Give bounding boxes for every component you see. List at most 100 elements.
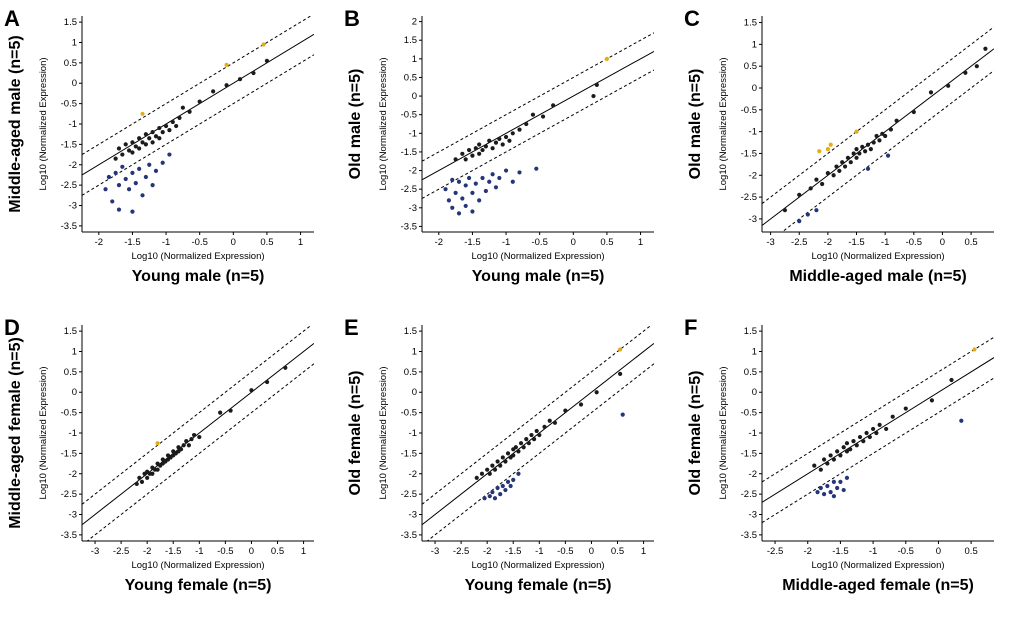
data-point-unchanged: [137, 136, 142, 141]
x-tick-label: -1: [502, 237, 510, 248]
y-tick-label: -2: [749, 170, 757, 181]
data-point-unchanged: [498, 463, 503, 468]
data-point-down: [498, 492, 503, 497]
x-group-label: Middle-aged female (n=5): [782, 577, 974, 594]
data-point-unchanged: [857, 151, 862, 156]
data-point-unchanged: [974, 64, 979, 69]
y-tick-label: 1.5: [404, 35, 417, 46]
data-point-unchanged: [181, 443, 186, 448]
data-point-down: [505, 479, 511, 485]
data-point-unchanged: [845, 155, 851, 160]
data-point-down: [120, 164, 125, 169]
data-point-unchanged: [513, 445, 518, 450]
data-point-unchanged: [844, 441, 850, 446]
panel-D: D -3 -2.5 -2 -1.5 -1 -0.5 0 0.5 1 1.5 1 0.5 0 -0.5 -1 -1…: [0, 309, 340, 615]
data-point-unchanged: [928, 90, 934, 95]
panel-E: E -3 -2.5 -2 -1.5 -1 -0.5 0 0.5 1 1.5 1 0.5 0 -0.5 -1 -1…: [340, 309, 680, 615]
y-tick-label: 1.5: [64, 326, 77, 337]
x-group-label: Young female (n=5): [465, 577, 612, 594]
y-tick-label: 0.5: [744, 61, 757, 72]
data-point-unchanged: [831, 173, 836, 178]
y-tick-label: 1: [412, 346, 417, 357]
y-axis-title: Log10 (Normalized Expression): [718, 57, 729, 190]
data-point-unchanged: [591, 93, 596, 99]
data-point-unchanged: [160, 130, 165, 135]
upper-bound-line: [82, 16, 312, 155]
data-point-down: [453, 190, 458, 195]
x-tick-label: 0: [589, 546, 594, 557]
x-tick-label: -1.5: [124, 237, 140, 248]
x-group-label: Middle-aged male (n=5): [789, 268, 966, 285]
y-axis-title: Log10 (Normalized Expression): [378, 366, 389, 499]
y-tick-label: -2.5: [61, 180, 77, 191]
data-point-unchanged: [187, 109, 192, 114]
data-point-down: [116, 183, 122, 188]
data-point-unchanged: [821, 457, 827, 462]
data-point-unchanged: [888, 127, 893, 132]
data-point-unchanged: [503, 459, 508, 464]
y-tick-label: 1: [72, 346, 77, 357]
identity-line: [762, 357, 994, 503]
data-point-unchanged: [174, 123, 179, 129]
panel-letter: C: [684, 6, 700, 31]
y-tick-label: -1: [409, 128, 417, 139]
data-point-down: [487, 179, 492, 184]
x-group-label: Young male (n=5): [472, 268, 605, 285]
x-axis-title: Log10 (Normalized Expression): [131, 251, 264, 262]
data-point-unchanged: [890, 414, 895, 419]
identity-line: [82, 342, 314, 526]
panel-letter: E: [344, 315, 359, 340]
y-tick-label: 0: [72, 387, 77, 398]
data-point-down: [487, 494, 492, 499]
scatter-plot-E: E -3 -2.5 -2 -1.5 -1 -0.5 0 0.5 1 1.5 1 0.5 0 -0.5 -1 -1…: [344, 315, 654, 594]
upper-bound-line: [762, 26, 994, 205]
lower-bound-line: [762, 377, 994, 524]
data-point-unchanged: [903, 406, 908, 411]
x-tick-label: -0.5: [531, 237, 547, 248]
y-tick-label: 1.5: [404, 326, 417, 337]
data-point-up: [825, 146, 830, 152]
y-axis-title: Log10 (Normalized Expression): [38, 366, 49, 499]
y-tick-label: -0.5: [61, 408, 77, 419]
x-tick-label: 0.5: [611, 546, 624, 557]
x-tick-label: 0: [936, 546, 941, 557]
x-tick-label: 1: [301, 546, 306, 557]
data-point-unchanged: [139, 479, 145, 485]
x-tick-label: -3: [766, 237, 774, 248]
data-point-unchanged: [184, 439, 189, 444]
panel-F: F -2.5 -2 -1.5 -1 -0.5 0 0.5 1.5 1 0.5 0 -0.5 -1 -1.5 -…: [680, 309, 1020, 615]
data-point-down: [113, 170, 118, 176]
x-axis-title: Log10 (Normalized Expression): [471, 251, 604, 262]
y-tick-label: -3: [749, 214, 757, 225]
x-tick-label: 0.5: [600, 237, 613, 248]
data-point-unchanged: [877, 422, 882, 427]
data-point-unchanged: [228, 408, 233, 413]
y-tick-label: -3: [749, 510, 757, 521]
data-point-down: [814, 208, 819, 213]
y-group-label: Old female (n=5): [687, 371, 704, 496]
y-tick-label: -3: [409, 510, 417, 521]
data-point-unchanged: [837, 168, 842, 174]
data-point-unchanged: [264, 58, 270, 63]
data-point-unchanged: [143, 132, 148, 137]
x-tick-label: -3: [431, 546, 439, 557]
y-tick-label: -2: [409, 166, 417, 177]
data-point-down: [865, 166, 871, 171]
x-tick-label: 0.5: [965, 546, 978, 557]
x-tick-label: 0: [249, 546, 254, 557]
y-tick-label: 1.5: [744, 18, 757, 29]
data-point-unchanged: [529, 432, 534, 438]
data-point-unchanged: [983, 46, 988, 51]
upper-bound-line: [82, 325, 313, 505]
x-tick-label: -2: [804, 546, 812, 557]
data-point-unchanged: [249, 388, 254, 393]
y-tick-label: -3.5: [741, 530, 757, 541]
data-point-unchanged: [237, 77, 243, 82]
data-point-unchanged: [851, 151, 856, 156]
data-point-unchanged: [531, 437, 537, 442]
scatter-plot-D: D -3 -2.5 -2 -1.5 -1 -0.5 0 0.5 1 1.5 1 0.5 0 -0.5 -1 -1…: [4, 315, 314, 594]
data-point-unchanged: [178, 447, 184, 452]
data-point-down: [456, 211, 462, 216]
data-point-unchanged: [814, 177, 819, 182]
data-point-down: [510, 179, 515, 184]
